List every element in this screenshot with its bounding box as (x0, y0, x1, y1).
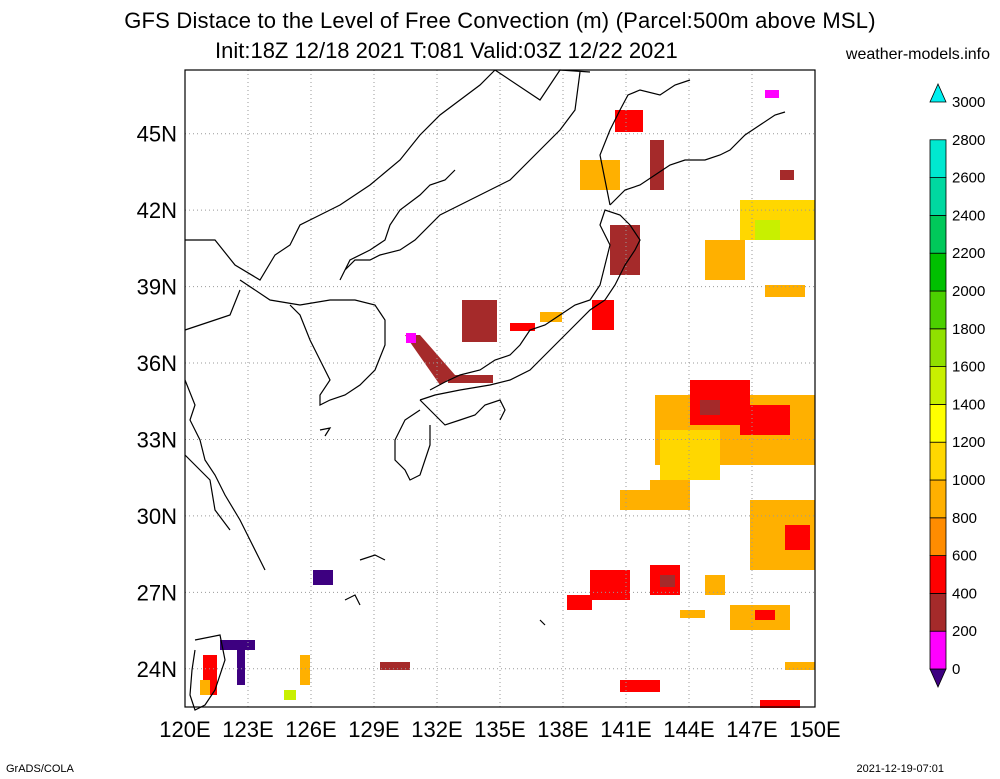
grid-lines (184, 70, 816, 707)
map-title: GFS Distace to the Level of Free Convect… (124, 8, 876, 33)
colorbar-label: 2800 (952, 132, 985, 149)
colorbar-label: 2000 (952, 283, 985, 300)
lon-label: 129E (348, 717, 399, 742)
colorbar-segment (929, 441, 947, 481)
lat-label: 24N (137, 657, 177, 682)
lon-label: 135E (474, 717, 525, 742)
lfc-field (200, 90, 815, 708)
colorbar-label: 600 (952, 548, 977, 565)
lon-label: 123E (222, 717, 273, 742)
colorbar-label: 800 (952, 510, 977, 527)
colorbar-segment (929, 83, 947, 103)
colorbar-segment (929, 366, 947, 405)
footer-timestamp: 2021-12-19-07:01 (856, 763, 944, 775)
latitude-labels: 45N 42N 39N 36N 33N 30N 27N 24N (137, 122, 177, 682)
colorbar-segment (929, 139, 947, 179)
lon-label: 120E (159, 717, 210, 742)
longitude-labels: 120E 123E 126E 129E 132E 135E 138E 141E 144E 147E… (159, 717, 840, 742)
lat-label: 33N (137, 427, 177, 452)
colorbar-segment (929, 328, 947, 367)
footer-credit: GrADS/COLA (6, 763, 74, 775)
lat-label: 39N (137, 275, 177, 300)
lat-label: 27N (137, 580, 177, 605)
colorbar-label: 400 (952, 585, 977, 602)
colorbar-segment (929, 517, 947, 556)
colorbar-segment (929, 252, 947, 292)
colorbar: 0 200 400 600 800 1000 1200 1400 1600 1800 2000 220… (929, 83, 985, 688)
lon-label: 126E (285, 717, 336, 742)
colorbar-segment (929, 668, 947, 688)
colorbar-segment (929, 479, 947, 519)
colorbar-segment (929, 630, 947, 670)
colorbar-label: 3000 (952, 94, 985, 111)
lon-label: 150E (789, 717, 840, 742)
colorbar-label: 1200 (952, 434, 985, 451)
colorbar-label: 1600 (952, 359, 985, 376)
lat-label: 42N (137, 198, 177, 223)
lat-label: 45N (137, 122, 177, 147)
colorbar-label: 1400 (952, 396, 985, 413)
lon-label: 138E (537, 717, 588, 742)
lon-label: 144E (663, 717, 714, 742)
colorbar-label: 0 (952, 661, 960, 678)
site-credit: weather-models.info (845, 46, 990, 63)
lon-label: 141E (600, 717, 651, 742)
colorbar-label: 2600 (952, 170, 985, 187)
colorbar-segment (929, 177, 947, 216)
colorbar-segment (929, 555, 947, 594)
colorbar-label: 1000 (952, 472, 985, 489)
plot-frame (184, 69, 816, 708)
colorbar-label: 2200 (952, 245, 985, 262)
lat-label: 30N (137, 504, 177, 529)
colorbar-label: 2400 (952, 207, 985, 224)
lon-label: 147E (726, 717, 777, 742)
colorbar-segment (929, 403, 947, 443)
lat-label: 36N (137, 351, 177, 376)
colorbar-label: 1800 (952, 321, 985, 338)
colorbar-label: 200 (952, 623, 977, 640)
lon-label: 132E (411, 717, 462, 742)
colorbar-segment (929, 593, 947, 632)
colorbar-segment (929, 214, 947, 254)
map-subtitle: Init:18Z 12/18 2021 T:081 Valid:03Z 12/2… (215, 38, 678, 63)
colorbar-segment (929, 290, 947, 330)
coastlines (184, 69, 786, 711)
